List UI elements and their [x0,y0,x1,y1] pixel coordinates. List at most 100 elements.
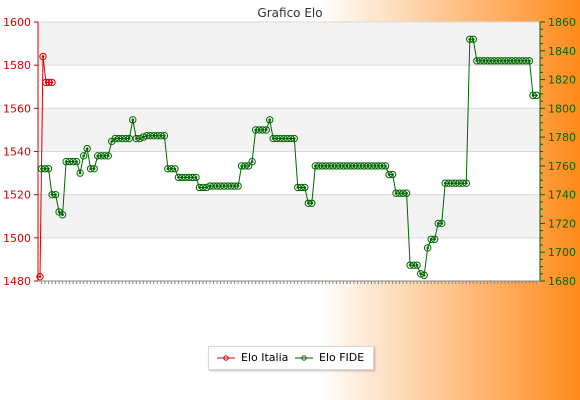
fide-point-dot [405,191,408,195]
fide-point [248,157,256,166]
fide-point [301,183,309,192]
legend-swatch-fide [295,354,313,361]
fide-point [413,261,421,269]
fide-point-dot [310,202,314,205]
fide-point [308,199,316,208]
fide-point [44,165,53,173]
fide-point-dot [433,237,436,241]
right-tick-label: 1700 [548,246,576,259]
right-tick-label: 1680 [548,275,576,288]
left-tick-label: 1500 [3,232,31,245]
fide-point-dot [422,273,426,277]
fide-point-dot [78,171,82,175]
right-tick-label: 1840 [548,45,576,58]
fide-point [381,162,390,170]
fide-point [125,134,133,143]
fide-point-dot [194,176,198,179]
fide-point [76,169,84,177]
fide-point [525,57,534,65]
left-tick-label: 1560 [3,102,31,115]
legend-label-italia: Elo Italia [241,351,289,364]
left-tick-label: 1540 [3,146,31,159]
grid-band [38,22,540,66]
fide-point-dot [85,147,89,150]
fide-point [136,134,144,143]
left-tick-label: 1600 [3,16,31,29]
fide-point-dot [464,181,468,185]
grid-band [38,194,540,238]
fide-point-dot [236,184,240,188]
fide-point [388,170,397,179]
fide-point-dot [535,94,538,97]
fide-point [90,165,98,173]
fide-point-dot [415,263,419,267]
fide-point [262,126,270,134]
fide-point-dot [303,186,307,189]
fide-point [234,182,242,190]
fide-point-dot [82,154,85,158]
fide-point [532,91,541,100]
fide-point-dot [268,118,271,122]
fide-point [72,157,81,166]
right-tick-label: 1760 [548,160,576,173]
fide-point-dot [127,137,131,140]
left-tick-label: 1520 [3,189,31,202]
legend-label-fide: Elo FIDE [319,351,365,364]
right-tick-label: 1740 [548,189,576,202]
fide-point [420,271,428,279]
fide-point [160,131,169,140]
right-tick-label: 1860 [548,16,576,29]
fide-point [462,179,470,187]
fide-point-dot [54,193,57,196]
fide-point [423,244,432,252]
right-tick-label: 1780 [548,131,576,144]
fide-point [202,183,211,192]
italia-point [48,78,56,87]
fide-point-dot [61,213,64,217]
fide-point-dot [47,167,50,171]
italia-point [36,272,44,281]
chart-legend: Elo Italia Elo FIDE [208,346,374,370]
fide-point-dot [163,134,166,137]
fide-point [438,219,446,228]
fide-point [265,116,274,124]
fide-point-dot [426,246,429,250]
fide-point-dot [384,164,387,168]
fide-point [430,235,439,243]
legend-swatch-italia [217,354,235,361]
left-tick-label: 1580 [3,59,31,72]
fide-point-dot [173,167,177,171]
fide-point-dot [440,222,444,225]
fide-point [192,173,200,182]
fide-point-dot [106,154,110,158]
fide-point-dot [472,37,475,41]
fide-point [171,165,179,173]
fide-point-dot [250,160,254,163]
fide-line [41,38,537,276]
fide-point-dot [391,173,394,176]
fide-point-dot [264,128,268,132]
fide-point [83,144,91,153]
right-tick-label: 1820 [548,74,576,87]
fide-point [469,35,478,43]
italia-point-dot [50,81,54,84]
fide-point-dot [75,160,78,163]
grid-band [38,108,540,152]
chart-title: Grafico Elo [257,6,322,20]
legend-item-italia: Elo Italia [217,351,288,364]
fide-point-dot [247,164,250,168]
fide-point [129,116,137,124]
fide-point [51,190,60,199]
italia-point-dot [38,275,42,278]
fide-point-dot [528,59,531,63]
fide-point [104,152,112,160]
right-tick-label: 1720 [548,217,576,230]
fide-point [139,133,148,141]
left-tick-label: 1480 [3,275,31,288]
fide-point [290,134,298,143]
right-tick-label: 1800 [548,102,576,115]
fide-point-dot [292,137,296,140]
fide-point [58,211,67,219]
fide-point [402,189,411,197]
